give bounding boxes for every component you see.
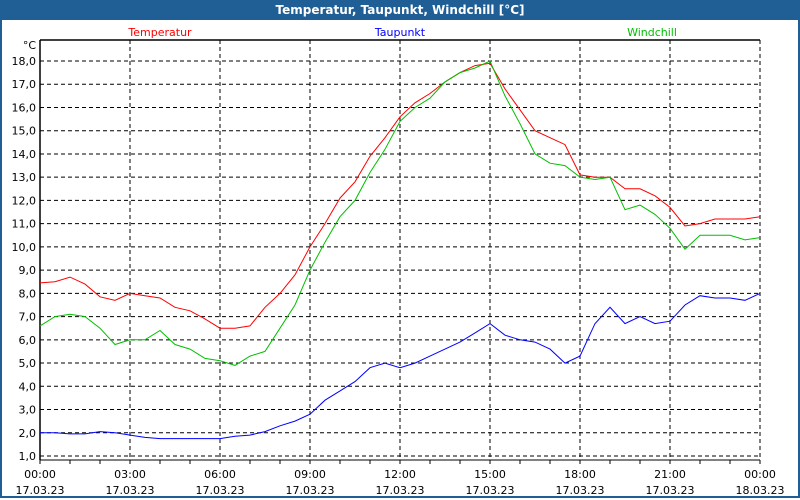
y-tick-label: 11,0 bbox=[12, 218, 37, 231]
x-tick-date: 17.03.23 bbox=[16, 484, 65, 497]
x-tick-date: 17.03.23 bbox=[466, 484, 515, 497]
series-line-windchill bbox=[39, 60, 761, 366]
legend-windchill: Windchill bbox=[627, 26, 677, 39]
y-tick-label: 3,0 bbox=[19, 404, 37, 417]
x-tick-date: 17.03.23 bbox=[646, 484, 695, 497]
y-tick-label: 16,0 bbox=[12, 101, 37, 114]
y-tick-label: 9,0 bbox=[19, 264, 37, 277]
y-tick-label: 10,0 bbox=[12, 241, 37, 254]
y-tick-label: 5,0 bbox=[19, 357, 37, 370]
legend-taupunkt: Taupunkt bbox=[374, 26, 426, 39]
x-tick-date: 17.03.23 bbox=[106, 484, 155, 497]
legend-temperatur: Temperatur bbox=[127, 26, 192, 39]
x-tick-date: 17.03.23 bbox=[196, 484, 245, 497]
y-tick-label: 12,0 bbox=[12, 194, 37, 207]
x-tick-time: 21:00 bbox=[654, 468, 686, 481]
x-tick-date: 17.03.23 bbox=[376, 484, 425, 497]
y-axis-unit: °C bbox=[23, 39, 37, 52]
y-tick-label: 2,0 bbox=[19, 427, 37, 440]
y-tick-label: 15,0 bbox=[12, 125, 37, 138]
chart-title: Temperatur, Taupunkt, Windchill [°C] bbox=[0, 0, 800, 20]
x-tick-date: 17.03.23 bbox=[556, 484, 605, 497]
x-tick-time: 18:00 bbox=[564, 468, 596, 481]
series-line-temperatur bbox=[39, 62, 761, 329]
x-tick-time: 00:00 bbox=[24, 468, 56, 481]
y-tick-label: 18,0 bbox=[12, 55, 37, 68]
x-tick-time: 00:00 bbox=[744, 468, 776, 481]
x-tick-time: 09:00 bbox=[294, 468, 326, 481]
x-tick-time: 06:00 bbox=[204, 468, 236, 481]
y-tick-label: 13,0 bbox=[12, 171, 37, 184]
x-tick-time: 12:00 bbox=[384, 468, 416, 481]
y-tick-label: 8,0 bbox=[19, 287, 37, 300]
y-tick-label: 1,0 bbox=[19, 450, 37, 463]
y-tick-label: 14,0 bbox=[12, 148, 37, 161]
x-tick-time: 03:00 bbox=[114, 468, 146, 481]
x-tick-date: 17.03.23 bbox=[286, 484, 335, 497]
series-line-taupunkt bbox=[40, 292, 761, 440]
y-tick-label: 7,0 bbox=[19, 311, 37, 324]
y-tick-label: 6,0 bbox=[19, 334, 37, 347]
x-tick-time: 15:00 bbox=[474, 468, 506, 481]
y-tick-label: 17,0 bbox=[12, 78, 37, 91]
y-tick-label: 4,0 bbox=[19, 380, 37, 393]
x-tick-date: 18.03.23 bbox=[736, 484, 785, 497]
